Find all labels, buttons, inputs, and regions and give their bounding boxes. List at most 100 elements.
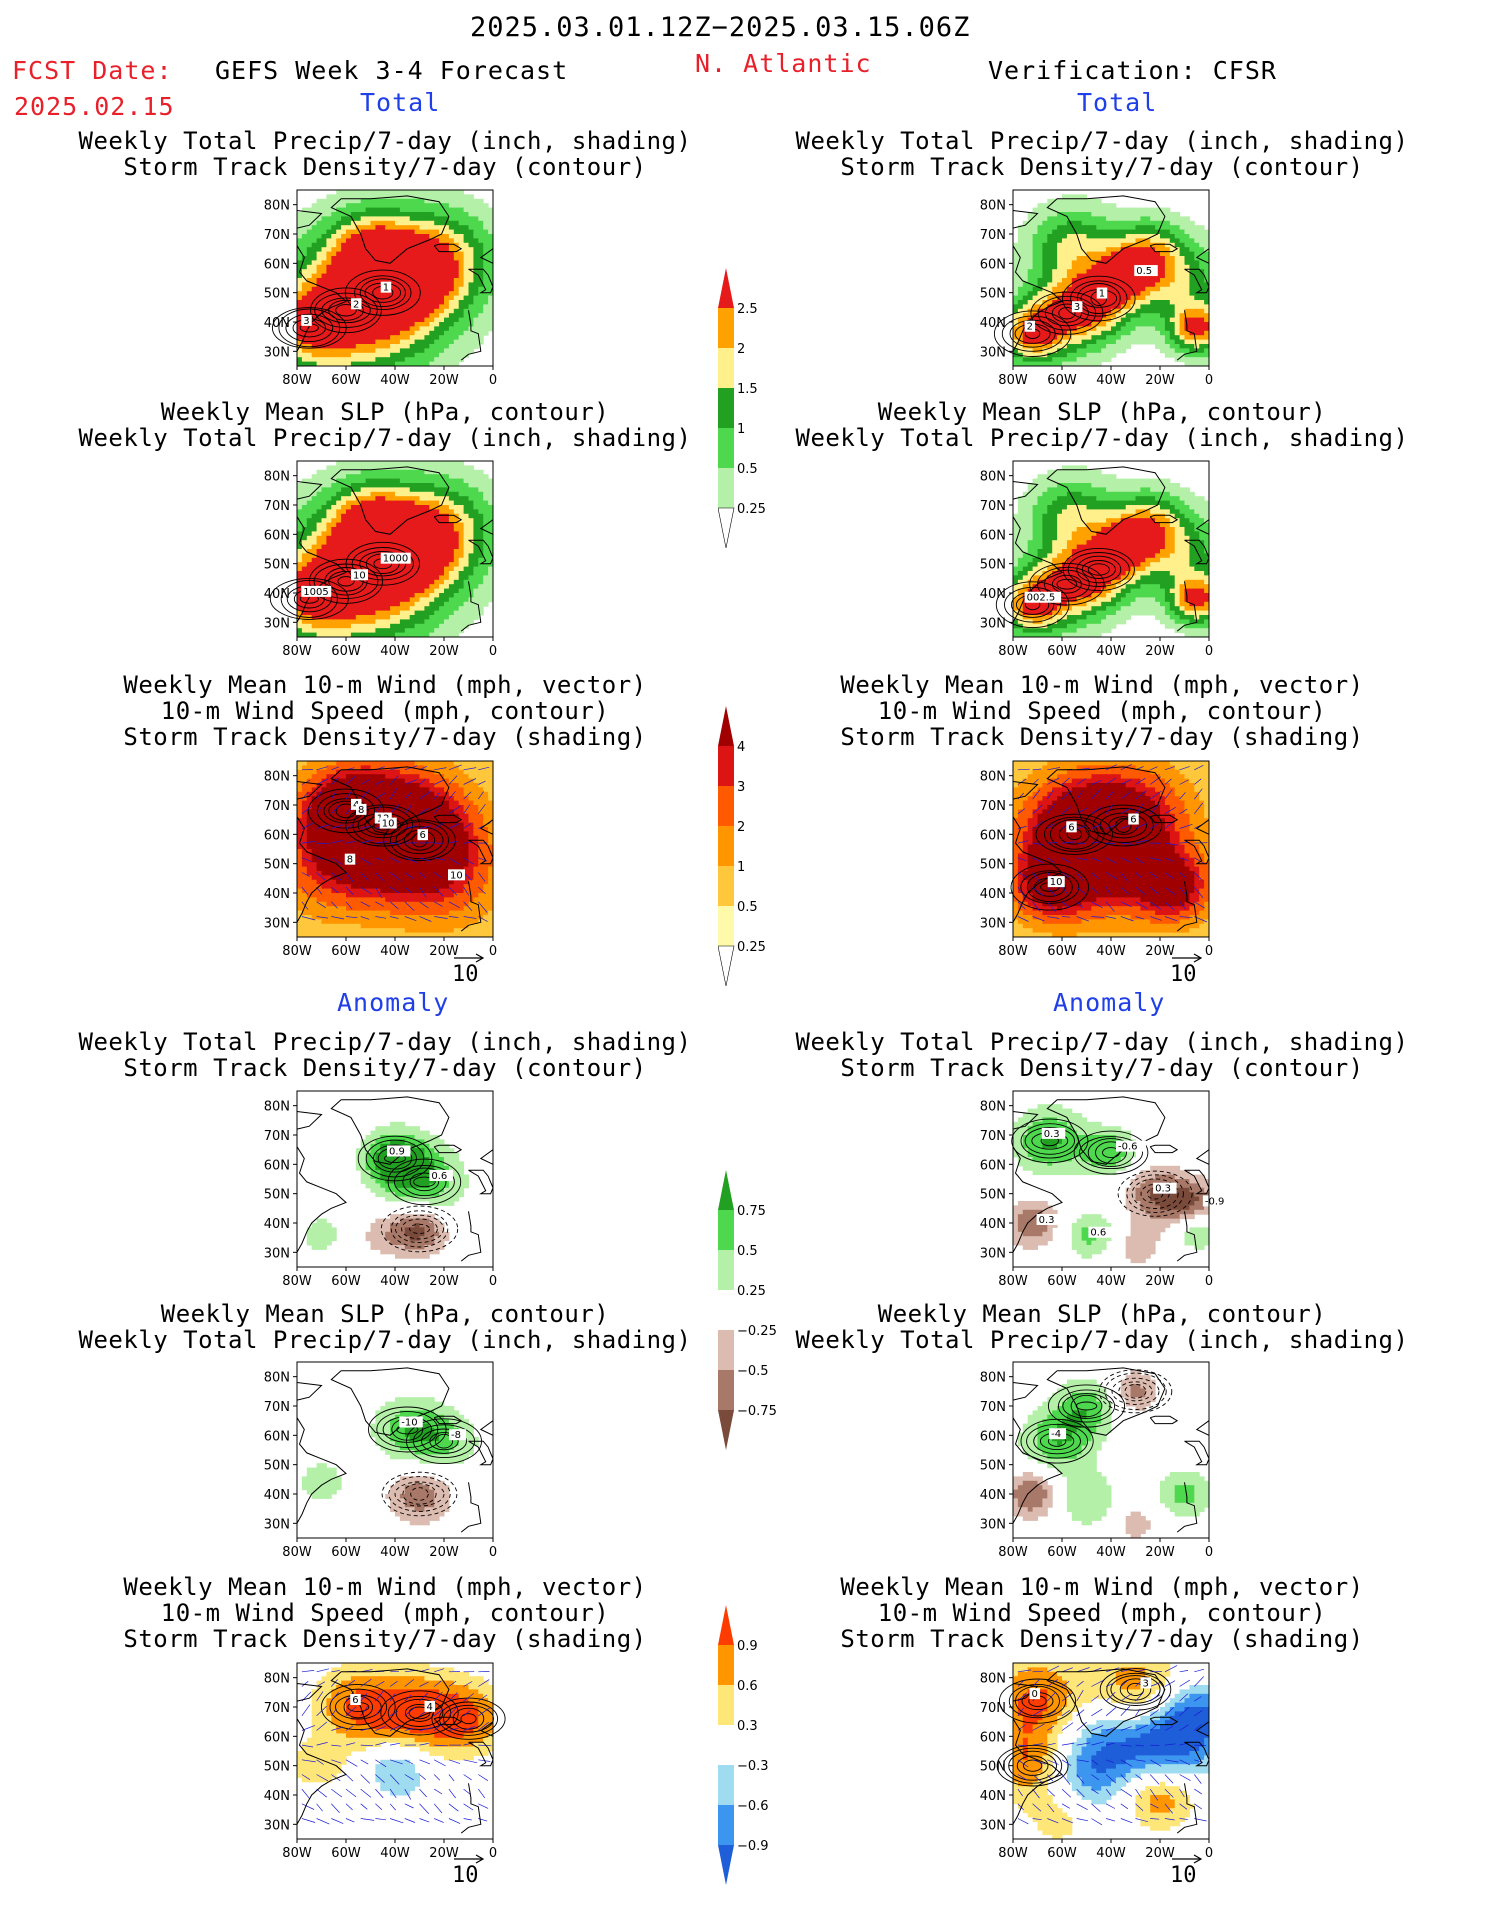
shade-cell: [326, 791, 332, 797]
shade-cell: [365, 769, 371, 775]
shade-cell: [370, 478, 376, 484]
shade-cell: [458, 796, 465, 802]
wind-vector: [389, 775, 399, 785]
shade-cell: [341, 853, 347, 859]
shade-cell: [424, 769, 430, 775]
shade-cell: [311, 875, 318, 881]
shade-cell: [419, 229, 425, 235]
shade-cell: [419, 884, 425, 890]
shade-cell: [336, 584, 342, 590]
shade-cell: [414, 584, 420, 590]
shade-cell: [444, 544, 450, 550]
shade-cell: [341, 535, 347, 541]
shade-cell: [439, 264, 445, 270]
shade-cell: [434, 787, 440, 793]
shade-cell: [306, 487, 313, 493]
shade-cell: [399, 238, 406, 244]
shade-cell: [297, 910, 303, 916]
shade-cell: [350, 932, 357, 938]
shade-cell: [478, 800, 484, 806]
shade-cell: [444, 809, 450, 815]
shade-cell: [404, 544, 411, 550]
shade-cell: [350, 619, 357, 625]
shade-cell: [306, 632, 313, 638]
shade-cell: [473, 238, 479, 244]
shade-cell: [360, 330, 367, 336]
wind-vector: [404, 901, 415, 911]
shade-cell: [365, 822, 371, 828]
shade-cell: [331, 357, 337, 363]
shade-cell: [458, 879, 465, 885]
shade-cell: [341, 190, 347, 195]
shade-cell: [301, 871, 308, 876]
shade-cell: [429, 335, 435, 341]
shade-cell: [434, 601, 440, 607]
shade-cell: [341, 348, 347, 354]
shade-cell: [488, 535, 494, 541]
shade-cell: [478, 827, 484, 832]
shade-cell: [341, 234, 347, 239]
shade-cell: [453, 352, 460, 358]
shade-cell: [385, 579, 391, 585]
shade-cell: [488, 809, 494, 815]
shade-cell: [360, 923, 367, 929]
shade-cell: [390, 831, 396, 837]
shade-cell: [360, 513, 367, 519]
shade-cell: [380, 522, 386, 528]
shade-cell: [468, 505, 474, 510]
shade-cell: [360, 566, 367, 572]
shade-cell: [434, 535, 440, 541]
shade-cell: [301, 527, 308, 532]
shade-cell: [311, 783, 318, 788]
shade-cell: [350, 783, 357, 788]
shade-cell: [399, 500, 406, 506]
contour: [345, 541, 420, 586]
shade-cell: [434, 888, 440, 894]
shade-cell: [419, 923, 425, 929]
shade-cell: [424, 313, 430, 319]
shade-cell: [306, 562, 313, 568]
shade-cell: [414, 805, 420, 810]
shade-cell: [321, 800, 327, 806]
shade-cell: [370, 496, 376, 502]
shade-cell: [453, 809, 460, 815]
shade-cell: [355, 761, 362, 766]
wind-vector: [301, 805, 313, 815]
shade-cell: [380, 251, 386, 257]
shade-cell: [399, 522, 406, 528]
shade-cell: [370, 194, 376, 200]
shade-cell: [321, 849, 327, 854]
shade-cell: [448, 238, 455, 244]
shade-cell: [409, 606, 416, 612]
shade-cell: [316, 207, 322, 213]
shade-cell: [424, 203, 430, 209]
shade-cell: [336, 357, 342, 363]
shade-cell: [434, 571, 440, 576]
shade-cell: [306, 247, 313, 253]
shade-cell: [439, 527, 445, 532]
shade-cell: [301, 822, 308, 828]
contour-label-bg: [448, 869, 465, 881]
shading-field: [297, 761, 494, 938]
shade-cell: [331, 478, 337, 484]
shade-cell: [370, 575, 376, 581]
shade-cell: [360, 893, 367, 898]
shade-cell: [414, 579, 420, 585]
shade-cell: [483, 256, 489, 261]
shade-cell: [419, 505, 425, 510]
shade-cell: [390, 256, 396, 261]
shade-cell: [341, 915, 347, 920]
shade-cell: [419, 575, 425, 581]
shade-cell: [453, 339, 460, 345]
shade-cell: [458, 483, 465, 488]
shade-cell: [478, 483, 484, 488]
shade-cell: [483, 238, 489, 244]
shade-cell: [414, 234, 420, 239]
shade-cell: [404, 606, 411, 612]
shade-cell: [473, 264, 479, 270]
shade-cell: [331, 579, 337, 585]
shade-cell: [311, 513, 318, 519]
shade-cell: [350, 500, 357, 506]
shade-cell: [360, 584, 367, 590]
shade-cell: [444, 615, 450, 620]
